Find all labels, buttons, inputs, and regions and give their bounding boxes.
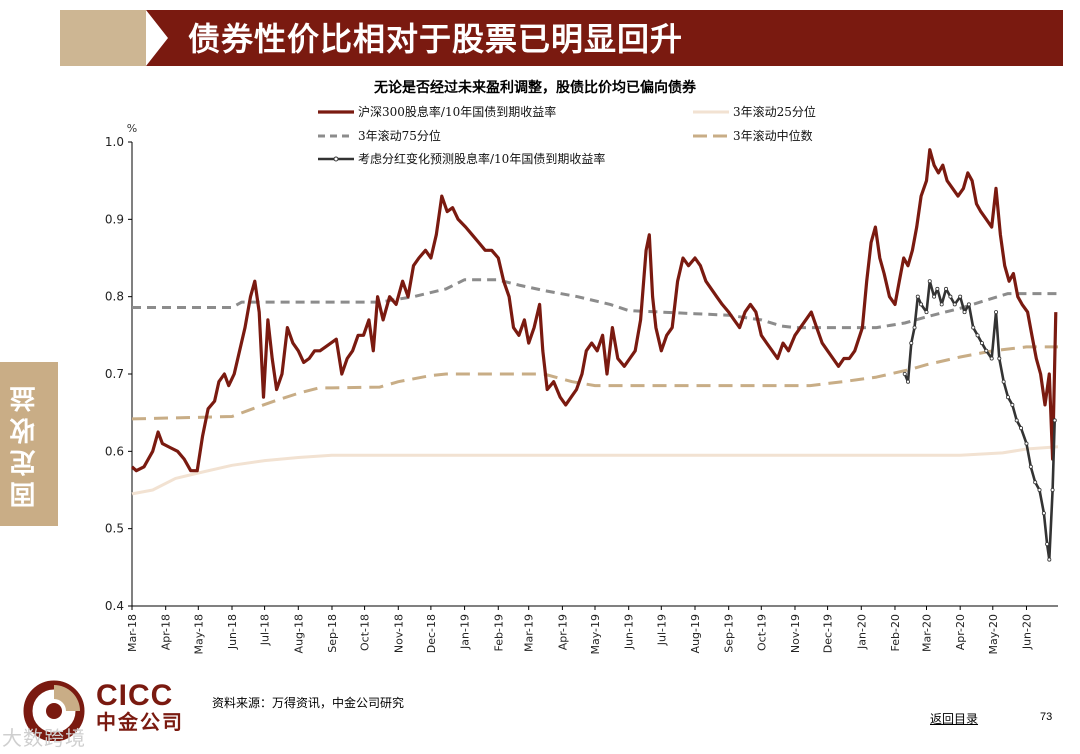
section-tab — [0, 362, 58, 526]
legend-label-3: 3年滚动中位数 — [733, 128, 813, 143]
y-tick-label: 0.6 — [105, 444, 124, 458]
x-tick-label: Nov-18 — [392, 614, 405, 653]
series-point-4 — [962, 310, 967, 315]
series-point-4 — [966, 302, 971, 307]
y-tick-label: 0.8 — [105, 290, 124, 304]
legend-label-1: 3年滚动25分位 — [733, 104, 816, 119]
x-tick-label: Jul-19 — [655, 614, 668, 646]
watermark: 大数跨境 — [2, 726, 86, 750]
source-note: 资料来源：万得资讯，中金公司研究 — [212, 696, 405, 710]
legend-label-4: 考虑分红变化预测股息率/10年国债到期收益率 — [358, 151, 605, 166]
x-tick-label: Apr-18 — [160, 614, 173, 650]
page-number: 73 — [1040, 711, 1053, 723]
series-point-4 — [1041, 511, 1046, 516]
x-tick-label: Dec-19 — [822, 614, 835, 653]
series-point-4 — [1047, 557, 1052, 562]
y-tick-label: 0.5 — [105, 522, 124, 536]
cicc-logo-icon — [23, 680, 85, 741]
series-point-4 — [997, 356, 1002, 361]
x-tick-label: Feb-20 — [889, 614, 902, 651]
series-point-4 — [935, 286, 940, 291]
series-line-1 — [131, 445, 1059, 496]
series-point-4 — [1019, 426, 1024, 431]
x-tick-label: Mar-18 — [126, 614, 139, 652]
series-point-4 — [906, 379, 911, 384]
series-point-4 — [912, 325, 917, 330]
x-tick-label: Jun-18 — [226, 614, 239, 650]
title-banner — [146, 10, 1063, 66]
series-point-4 — [975, 333, 980, 338]
x-tick-label: Jun-20 — [1020, 614, 1033, 650]
logo-text-en: CICC — [96, 679, 174, 712]
x-tick-label: Oct-18 — [359, 614, 372, 651]
series-point-4 — [1050, 487, 1055, 492]
series-line-4 — [903, 279, 1056, 561]
series-point-4 — [1024, 441, 1029, 446]
back-to-contents-link[interactable]: 返回目录 — [930, 712, 979, 726]
chart: 无论是否经过未来盈利调整，股债比价均已偏向债券% 0.4 0.5 0.6 0.7 0.8 0… — [105, 79, 1059, 655]
x-tick-label: Sep-18 — [326, 614, 339, 653]
series-point-4 — [971, 325, 976, 330]
x-tick-label: Apr-20 — [954, 614, 967, 650]
series-point-4 — [989, 356, 994, 361]
x-tick-label: Aug-19 — [689, 614, 702, 653]
x-tick-label: Nov-19 — [789, 614, 802, 653]
series-point-4 — [944, 286, 949, 291]
x-tick-label: Sep-19 — [723, 614, 736, 653]
x-tick-label: Dec-18 — [425, 614, 438, 653]
x-tick-label: Apr-19 — [556, 614, 569, 650]
x-tick-label: Jun-19 — [623, 614, 636, 650]
title-bar: 债券性价比相对于股票已明显回升 — [60, 10, 1063, 66]
legend-marker-4 — [333, 156, 339, 162]
x-tick-label: Feb-19 — [492, 614, 505, 651]
x-tick-label: Jul-18 — [259, 614, 272, 646]
x-tick-label: May-20 — [987, 614, 1000, 655]
series-point-4 — [1037, 487, 1042, 492]
y-axis-unit: % — [127, 122, 137, 135]
x-tick-label: May-18 — [192, 614, 205, 655]
series-point-4 — [1028, 464, 1033, 469]
series-point-4 — [979, 341, 984, 346]
series-point-4 — [939, 302, 944, 307]
legend-label-2: 3年滚动75分位 — [358, 128, 441, 143]
series-point-4 — [952, 302, 957, 307]
y-tick-label: 1.0 — [105, 135, 124, 149]
x-tick-label: Aug-18 — [292, 614, 305, 653]
series-point-4 — [924, 310, 929, 315]
series-point-4 — [927, 279, 932, 284]
y-tick-label: 0.7 — [105, 367, 124, 381]
series-point-4 — [958, 294, 963, 299]
series-point-4 — [948, 294, 953, 299]
x-tick-label: Mar-20 — [920, 614, 933, 652]
x-tick-label: Oct-19 — [755, 614, 768, 651]
series-point-4 — [932, 294, 937, 299]
x-tick-label: May-19 — [589, 614, 602, 655]
series-point-4 — [984, 348, 989, 353]
legend-label-0: 沪深300股息率/10年国债到期收益率 — [358, 104, 556, 119]
series-point-4 — [1001, 379, 1006, 384]
series-point-4 — [1052, 418, 1057, 423]
x-tick-label: Jan-20 — [855, 614, 868, 650]
series-point-4 — [919, 302, 924, 307]
x-tick-label: Jan-19 — [459, 614, 472, 650]
title-accent-block — [60, 10, 146, 66]
series-point-4 — [902, 371, 907, 376]
series-line-3 — [131, 345, 1058, 421]
logo-text-cn: 中金公司 — [96, 710, 184, 734]
series-point-4 — [994, 310, 999, 315]
series-line-2 — [132, 278, 1058, 330]
series-point-4 — [1033, 480, 1038, 485]
series-point-4 — [1045, 542, 1050, 547]
y-tick-label: 0.9 — [105, 212, 124, 226]
page-title: 债券性价比相对于股票已明显回升 — [188, 20, 684, 58]
series-point-4 — [1006, 395, 1011, 400]
series-point-4 — [915, 294, 920, 299]
series-point-4 — [909, 341, 914, 346]
chart-title: 无论是否经过未来盈利调整，股债比价均已偏向债券 — [373, 79, 697, 96]
series-point-4 — [1014, 418, 1019, 423]
x-tick-label: Mar-19 — [523, 614, 536, 652]
series-point-4 — [1010, 402, 1015, 407]
y-tick-label: 0.4 — [105, 599, 124, 613]
series-line-0 — [130, 148, 1058, 473]
